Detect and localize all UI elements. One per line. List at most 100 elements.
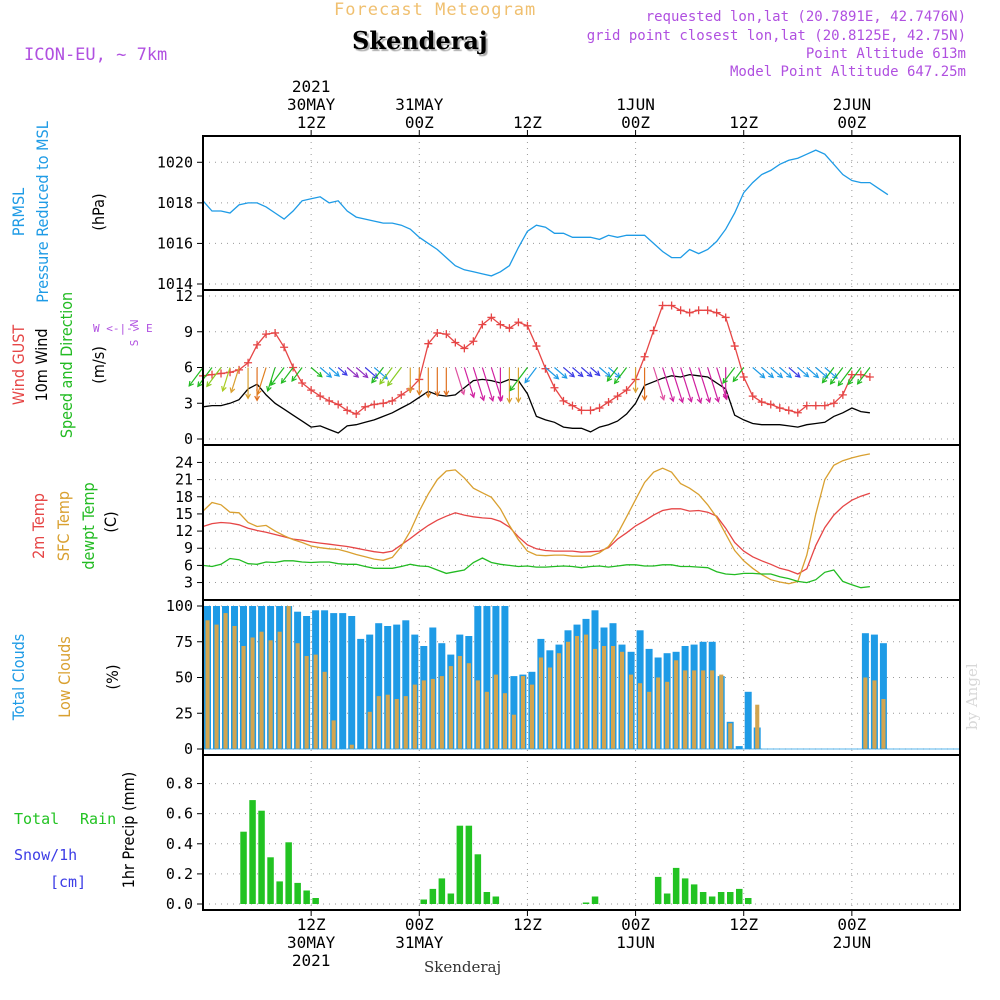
precip-bar [465,825,473,904]
model-label: ICON-EU, ~ 7km [24,45,168,65]
precip-bar [267,857,274,904]
wind-arrow-head [678,397,685,404]
precip-bar [312,898,319,904]
wind-arrow-head [459,389,466,396]
ytick-label: 1020 [157,153,193,171]
panel-frame [202,444,961,601]
chart-subtitle: Forecast Meteogram [334,0,537,20]
wind-arrow [752,367,765,379]
time-label-top: 12Z [729,113,758,132]
time-label-bottom: 12Z [729,915,758,934]
wind-arrow-head [569,371,576,378]
panel-temperature [197,444,961,601]
wind-arrow [481,367,494,401]
low-cloud-bar [448,666,453,749]
gust-marker [244,358,253,367]
low-cloud-bar [520,676,525,749]
gust-marker [505,324,514,333]
gust-marker [514,318,523,327]
gust-marker [361,402,370,411]
precip-bar [474,854,482,904]
gust-marker [469,337,478,346]
ylabel-pressure: Pressure Reduced to MSL [33,121,52,302]
wind-arrow-head [641,395,648,402]
low-cloud-bar [629,674,634,749]
low-cloud-bar [259,631,264,749]
low-cloud-bar [457,656,462,749]
wind-arrow [554,367,568,379]
gust-marker [433,328,442,337]
low-cloud-bar [611,646,616,749]
wind-arrow-head [353,372,360,378]
wind-arrow [824,367,838,379]
wind-arrow-head [768,372,775,379]
wind-arrow [590,367,600,376]
wind-arrow-head [443,390,450,397]
gust-marker [379,399,388,408]
wind-arrow-head [416,390,423,396]
wind-arrow-head [280,377,287,385]
gust-marker [568,401,577,410]
gust-marker [217,369,226,378]
low-cloud-bar [593,648,598,749]
gust-marker [532,342,541,351]
low-cloud-bar [665,681,670,749]
gust-marker [748,392,757,401]
gust-marker [802,401,811,410]
wind-arrow-head [469,392,476,399]
gust-marker [352,409,361,418]
ytick-label: 0.6 [166,805,193,823]
gust-marker [208,370,217,379]
gust-marker [235,365,244,374]
wind-arrow-head [659,394,666,401]
ytick-label: 21 [175,471,193,489]
ylabel-gust: Wind GUST [9,325,28,406]
time-label-top: 12Z [297,113,326,132]
compass-n: N [128,319,141,326]
wind-arrow [346,367,359,378]
ytick-label: 9 [184,539,193,557]
ytick-label: 1016 [157,234,193,252]
wind-arrow [770,367,783,378]
low-cloud-bar [313,654,318,749]
wind-arrow-head [696,397,703,404]
low-cloud-bar [701,670,706,749]
ytick-label: 3 [184,394,193,412]
time-label-bottom: 2021 [292,951,331,970]
legend-cm: [cm] [50,873,86,891]
low-cloud-bar [566,641,571,750]
low-cloud-bar [547,667,552,749]
gust-marker [541,364,550,373]
precip-bar [447,893,455,904]
low-cloud-bar [322,671,327,749]
ytick-label: 0.2 [166,865,193,883]
gust-marker [253,340,262,349]
wind-arrow [581,367,593,377]
gust-marker [496,320,505,329]
compass-s: S [128,340,141,346]
ytick-label: 100 [166,597,193,615]
time-label-top: 2021 [292,77,331,96]
low-cloud-bar [268,640,273,749]
gust-marker [343,406,352,415]
wind-arrow-head [488,395,495,402]
wind-arrow [387,367,402,386]
legend-rain: Rain [80,810,116,828]
wind-arrow [310,367,323,378]
wind-arrow [230,367,240,393]
low-cloud-bar [250,637,255,749]
time-label-top: 00Z [837,113,866,132]
ytick-label: 0 [184,430,193,448]
legend-snow: Snow/1h [14,846,77,864]
low-cloud-bar [692,670,697,749]
gust-marker [784,406,793,415]
wind-arrow [653,367,665,400]
wind-arrow [614,367,628,384]
gust-marker [730,342,739,351]
wind-arrow [797,367,809,378]
gust-marker [667,301,676,310]
ytick-label: 12 [175,287,193,305]
gridpoint-coords: grid point closest lon,lat (20.8125E, 42… [586,28,966,44]
low-cloud-bar [349,744,354,749]
wind-arrow-head [379,378,385,385]
